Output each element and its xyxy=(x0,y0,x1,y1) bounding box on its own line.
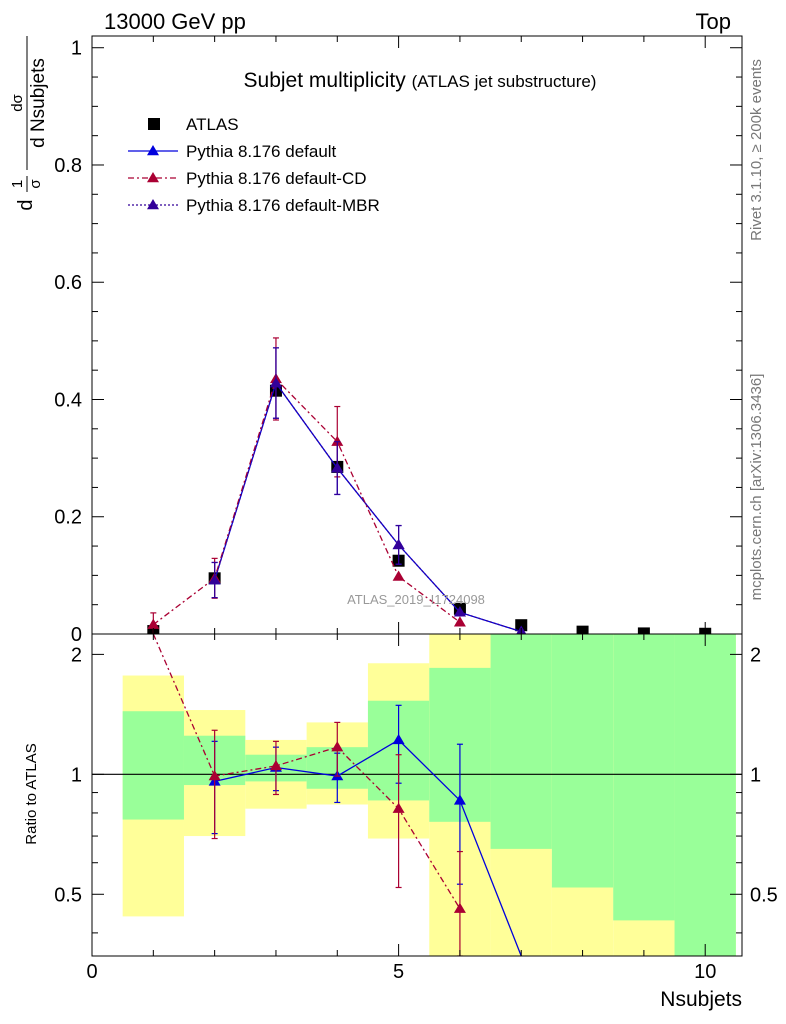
main-point-3-2 xyxy=(331,462,344,473)
legend-label-2: Pythia 8.176 default-CD xyxy=(186,169,367,188)
legend-label-0: ATLAS xyxy=(186,115,239,134)
band-inner-6 xyxy=(490,634,552,849)
ratio-y-tick-label-right: 2 xyxy=(750,644,761,666)
main-y-axis-label: d 1 σ dσ d Nsubjets xyxy=(9,36,49,211)
side-text-mcplots: mcplots.cern.ch [arXiv:1306.3436] xyxy=(748,374,765,601)
x-axis-label: Nsubjets xyxy=(660,988,742,1011)
x-tick-label: 10 xyxy=(694,961,716,983)
ratio-y-axis-label: Ratio to ATLAS xyxy=(23,743,40,844)
main-point-3-1 xyxy=(269,377,282,388)
legend-label-1: Pythia 8.176 default xyxy=(186,142,337,161)
band-inner-8 xyxy=(613,634,675,921)
main-point-3-0 xyxy=(208,574,221,585)
ratio-point-1-5 xyxy=(453,902,466,913)
legend-marker-3 xyxy=(147,199,159,210)
watermark: ATLAS_2019_I1724098 xyxy=(347,592,485,607)
main-y-tick-label: 0.2 xyxy=(54,507,82,529)
ratio-y-tick-label-right: 0.5 xyxy=(750,884,778,906)
ratio-y-tick-label-left: 0.5 xyxy=(54,884,82,906)
x-tick-label: 0 xyxy=(86,961,97,983)
ratio-frame xyxy=(91,633,743,957)
legend: ATLAS Pythia 8.176 default Pythia 8.176 de… xyxy=(128,115,380,215)
main-series-line-3 xyxy=(214,381,522,633)
main-y-tick-label: 0.4 xyxy=(54,389,82,411)
main-ylabel-frac-den: d Nsubjets xyxy=(28,58,49,148)
band-inner-9 xyxy=(674,634,736,956)
ratio-series-line-1 xyxy=(152,634,461,910)
atlas-point-6 xyxy=(515,619,528,632)
main-point-2-3 xyxy=(331,435,344,446)
band-inner-0 xyxy=(122,711,184,820)
ratio-point-0-4 xyxy=(453,794,466,805)
ratio-series-line-0 xyxy=(214,739,522,956)
ratio-point-1-3 xyxy=(331,741,344,752)
legend-label-3: Pythia 8.176 default-MBR xyxy=(186,196,380,215)
main-ylabel-d: d xyxy=(15,199,37,210)
main-point-3-4 xyxy=(453,606,466,617)
legend-marker-1 xyxy=(147,145,159,156)
ratio-data-marks xyxy=(152,634,522,956)
main-y-tick-label: 0.8 xyxy=(54,155,82,177)
ratio-point-1-2 xyxy=(269,759,282,771)
main-point-2-0 xyxy=(147,618,160,629)
ratio-y-tick-label-left: 2 xyxy=(71,644,82,666)
ratio-y-tick-label-left: 1 xyxy=(71,764,82,786)
header-left: 13000 GeV pp xyxy=(104,9,246,34)
main-point-2-4 xyxy=(392,570,405,581)
x-tick-label: 5 xyxy=(393,961,404,983)
main-series-line-2 xyxy=(152,377,461,626)
chart-title: Subjet multiplicity (ATLAS jet substruct… xyxy=(244,69,597,92)
main-y-tick-label: 0.6 xyxy=(54,272,82,294)
side-text-rivet: Rivet 3.1.10, ≥ 200k events xyxy=(748,59,765,241)
panel-frames xyxy=(91,35,743,957)
ratio-point-1-1 xyxy=(208,770,221,781)
chart-title-sub: (ATLAS jet substructure) xyxy=(412,72,597,91)
main-ylabel-frac-num: dσ xyxy=(9,93,26,111)
chart-title-main: Subjet multiplicity xyxy=(244,69,407,92)
ratio-point-0-3 xyxy=(392,733,405,745)
main-ylabel-one: 1 xyxy=(9,180,26,188)
header-right: Top xyxy=(696,9,731,34)
ratio-point-1-4 xyxy=(392,802,405,813)
axis-ticks: 0 5 10 0 0.2 0.4 0.6 0.8 1 0.5 0.5 1 1 2 2 xyxy=(54,36,778,983)
legend-marker-2 xyxy=(147,172,159,183)
main-y-tick-label: 1 xyxy=(71,38,82,60)
band-inner-7 xyxy=(551,634,614,888)
main-point-3-3 xyxy=(392,538,405,550)
main-ylabel-sigma: σ xyxy=(27,179,44,189)
main-point-2-5 xyxy=(453,616,466,627)
main-y-tick-label: 0 xyxy=(71,624,82,646)
ratio-y-tick-label-right: 1 xyxy=(750,764,761,786)
legend-marker-0 xyxy=(148,118,160,130)
